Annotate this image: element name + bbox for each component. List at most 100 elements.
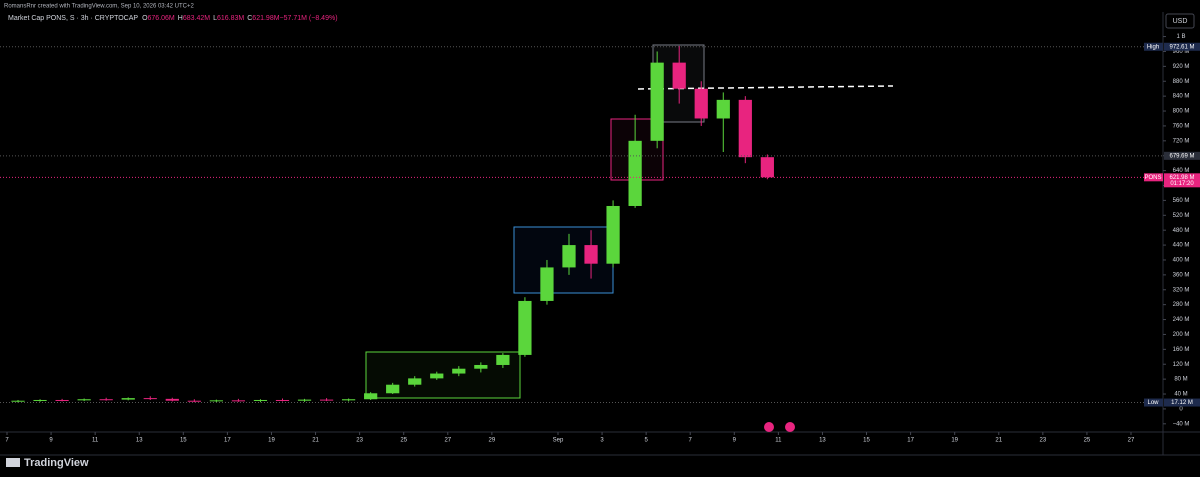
logo-mark — [6, 458, 20, 467]
y-tick-label: 40 M — [1174, 392, 1187, 398]
x-tick-label: 29 — [489, 438, 496, 444]
legend-value: 621.98M — [252, 15, 279, 22]
ohlc-legend: O676.06M H683.42M L616.83M C621.98M−57.71M … — [142, 15, 337, 22]
title: Market Cap PONS, S · 3h · CRYPTOCAP — [8, 15, 138, 22]
currency-box — [1165, 13, 1195, 29]
y-tick-label: 280 M — [1173, 302, 1190, 308]
price-label-bg — [1164, 151, 1200, 160]
x-tick-label: 25 — [400, 438, 407, 444]
x-tick-label: 17 — [907, 438, 914, 444]
x-tick-label: 7 — [689, 438, 693, 444]
x-tick-label: 21 — [995, 438, 1002, 444]
candle-body — [628, 140, 642, 206]
x-tick-label: 9 — [49, 438, 53, 444]
x-tick-label: 15 — [863, 438, 870, 444]
y-tick-label: 960 M — [1173, 49, 1190, 55]
legend-key: H — [178, 15, 183, 22]
y-tick-label: 560 M — [1173, 198, 1190, 204]
x-tick-label: 5 — [644, 438, 648, 444]
price-label-bg — [1164, 173, 1200, 188]
candle-body — [474, 364, 488, 369]
price-label: 679.69 M — [1169, 153, 1194, 159]
legend-value: −57.71M (−8.49%) — [280, 15, 338, 22]
candle-body — [121, 398, 135, 400]
x-tick-label: 25 — [1084, 438, 1091, 444]
y-tick-label: 800 M — [1173, 109, 1190, 115]
candle-body — [760, 157, 774, 178]
x-tick-label: 9 — [733, 438, 737, 444]
candle-body — [694, 88, 708, 119]
logo: TradingView — [6, 457, 89, 469]
x-tick-label: 23 — [1039, 438, 1046, 444]
countdown: 01:17:20 — [1170, 181, 1194, 187]
legend-key: L — [213, 15, 217, 22]
x-tick-label: 11 — [775, 438, 782, 444]
y-tick-label: 640 M — [1173, 168, 1190, 174]
price-label: 621.98 M — [1169, 175, 1194, 181]
x-tick-label: 15 — [180, 438, 187, 444]
candle-body — [33, 399, 47, 401]
candle-body — [606, 205, 620, 264]
price-name-bg — [1144, 173, 1163, 182]
y-tick-label: 360 M — [1173, 272, 1190, 278]
candle-body — [452, 368, 466, 374]
x-tick-label: 27 — [444, 438, 451, 444]
legend-key: C — [247, 15, 252, 22]
price-label: 972.61 M — [1169, 44, 1194, 50]
price-name-bg — [1144, 42, 1163, 51]
candle-body — [650, 62, 664, 141]
x-tick-label: 7 — [5, 438, 9, 444]
y-tick-label: 840 M — [1173, 94, 1190, 100]
candle-body — [99, 399, 113, 401]
x-tick-label: 3 — [600, 438, 604, 444]
y-tick-label: 520 M — [1173, 213, 1190, 219]
candle-body — [540, 267, 554, 301]
x-tick-label: 27 — [1128, 438, 1135, 444]
y-tick-label: 160 M — [1173, 347, 1190, 353]
candle-body — [341, 399, 356, 401]
candle-body — [562, 245, 576, 268]
price-label-bg — [1164, 398, 1200, 407]
candle-body — [165, 398, 179, 401]
price-label-bg — [1164, 42, 1200, 51]
x-tick-label: 13 — [819, 438, 826, 444]
header: RomansRnr created with TradingView.com, … — [4, 4, 194, 10]
candle-body — [408, 378, 422, 385]
y-tick-label: 480 M — [1173, 228, 1190, 234]
y-tick-label: −40 M — [1173, 421, 1190, 427]
y-tick-label: 440 M — [1173, 243, 1190, 249]
candle-body — [275, 399, 290, 401]
candle-body — [253, 399, 268, 401]
y-tick-label: 80 M — [1174, 377, 1187, 383]
price-name: Low — [1147, 400, 1159, 406]
x-tick-label: 21 — [312, 438, 319, 444]
y-tick-label: 120 M — [1173, 362, 1190, 368]
y-tick-label: 920 M — [1173, 64, 1190, 70]
brand: TradingView — [24, 457, 89, 469]
candle-body — [297, 399, 312, 401]
event-icon — [785, 422, 795, 432]
candle-body — [430, 373, 444, 379]
y-tick-label: 320 M — [1173, 287, 1190, 293]
candle-body — [364, 393, 378, 400]
x-tick-label: Sep — [553, 438, 564, 444]
price-label: 17.12 M — [1171, 400, 1193, 406]
candle-body — [584, 245, 598, 264]
y-tick-label: 1 B — [1176, 34, 1185, 40]
candle-body — [209, 400, 223, 402]
legend-value: 616.83M — [217, 15, 244, 22]
candle-body — [716, 99, 730, 119]
x-tick-label: 19 — [268, 438, 275, 444]
candle-body — [496, 354, 510, 365]
candle-body — [55, 399, 69, 401]
y-tick-label: 0 — [1179, 406, 1183, 412]
candle-body — [231, 400, 246, 402]
candle-body — [77, 399, 91, 401]
y-tick-label: 720 M — [1173, 138, 1190, 144]
y-tick-label: 200 M — [1173, 332, 1190, 338]
x-tick-label: 19 — [951, 438, 958, 444]
candle-body — [187, 400, 201, 402]
legend-value: 683.42M — [183, 15, 210, 22]
